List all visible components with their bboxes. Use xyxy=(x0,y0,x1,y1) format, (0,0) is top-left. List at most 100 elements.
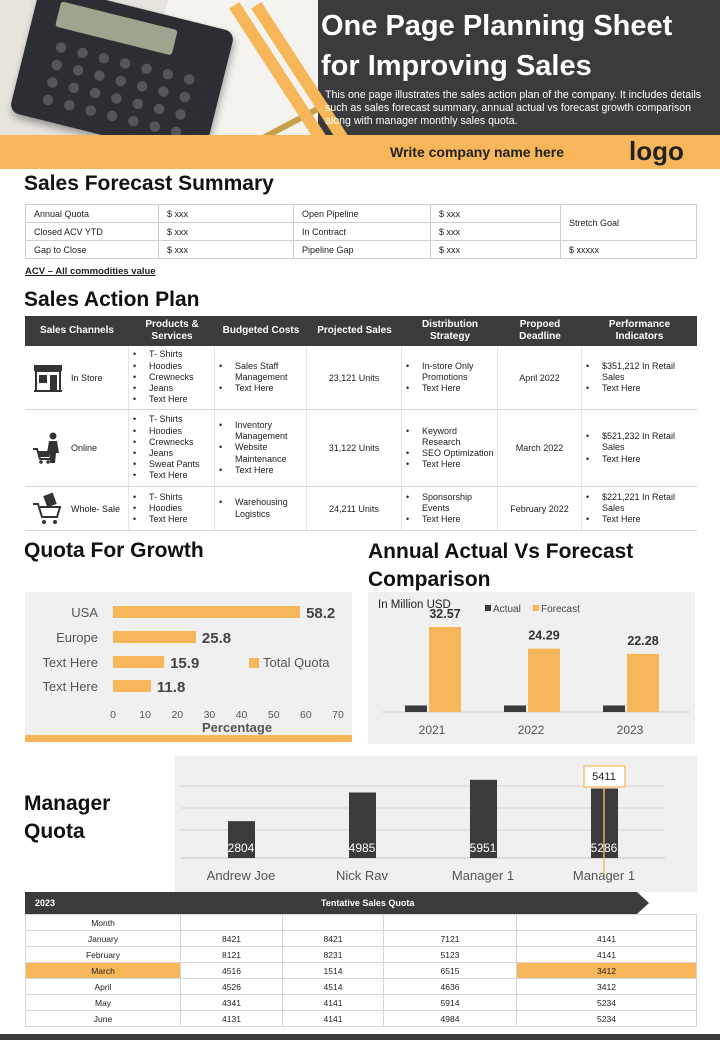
legend-label: Forecast xyxy=(541,604,580,615)
month-cell: June xyxy=(25,1010,181,1027)
footer-bar xyxy=(0,1034,720,1040)
list-item: $351,212 In Retail Sales xyxy=(582,361,697,383)
column-header: Performance Indicators xyxy=(608,319,671,342)
bullet-list: $221,221 In Retail SalesText Here xyxy=(582,492,697,526)
header: One Page Planning Sheet for Improving Sa… xyxy=(0,0,720,135)
legend-swatch xyxy=(485,605,491,611)
list-item: Crewnecks xyxy=(129,372,194,383)
column-header: Propoed Deadline xyxy=(519,319,561,342)
x-tick-label: Andrew Joe xyxy=(207,868,276,883)
table-cell: Gap to Close xyxy=(25,240,159,259)
month-cell: May xyxy=(25,994,181,1011)
products-cell: T- ShirtsHoodiesText Here xyxy=(129,487,215,530)
x-tick-label: Manager 1 xyxy=(573,868,635,883)
data-label: 4985 xyxy=(349,841,376,855)
table-cell xyxy=(180,914,283,931)
forecast-table: Annual Quota $ xxx Open Pipeline $ xxx S… xyxy=(25,204,697,259)
stretch-goal-value: $ xxxxx xyxy=(560,240,697,259)
deadline: April 2022 xyxy=(498,346,582,409)
list-item: Hoodies xyxy=(129,503,188,514)
quota-cell: 4141 xyxy=(282,994,384,1011)
bar xyxy=(113,680,151,692)
table-row: Whole- Sale T- ShirtsHoodiesText Here Wa… xyxy=(25,487,697,531)
quota-cell: 4514 xyxy=(282,978,384,995)
quota-title: Quota For Growth xyxy=(24,539,204,562)
quota-cell: 4141 xyxy=(282,1010,384,1027)
costs-cell: Warehousing Logistics xyxy=(215,487,307,530)
list-item: SEO Optimization xyxy=(402,448,497,459)
chart-title: In Million USD xyxy=(378,599,451,611)
table-row: June 4131 4141 4984 5234 xyxy=(25,1010,697,1027)
list-item: Keyword Research xyxy=(402,426,497,448)
list-item: T- Shirts xyxy=(129,414,200,425)
month-cell: February xyxy=(25,946,181,963)
quota-grid: Month January 8421 8421 7121 4141 February 812… xyxy=(25,914,697,1027)
month-cell: March xyxy=(25,962,181,979)
channel-cell: Online xyxy=(25,410,129,486)
x-tick-label: 2022 xyxy=(518,723,545,737)
list-item: Text Here xyxy=(402,514,497,525)
table-row: May 4341 4141 5914 5234 xyxy=(25,994,697,1011)
list-item: Text Here xyxy=(129,514,188,525)
company-name: Write company name here xyxy=(390,144,565,160)
table-header: 2023 Tentative Sales Quota xyxy=(25,892,697,914)
table-header: Sales Channels Products & Services Budge… xyxy=(25,316,697,346)
quota-cell: 4141 xyxy=(516,930,697,947)
quota-chart: USA 58.2 Europe 25.8 Text Here 15.9 Text Here 1… xyxy=(25,592,352,735)
list-item: Text Here xyxy=(129,470,200,481)
quota-cell: 6515 xyxy=(383,962,517,979)
list-item: Text Here xyxy=(402,383,497,394)
bar xyxy=(228,821,255,858)
quota-cell: 4516 xyxy=(180,962,283,979)
list-item: Sales Staff Management xyxy=(215,361,306,383)
legend-swatch xyxy=(249,658,259,668)
legend-label: Actual xyxy=(493,604,521,615)
bullet-list: Keyword ResearchSEO OptimizationText Her… xyxy=(402,426,497,471)
table-row: Month xyxy=(25,914,697,931)
channel-name: In Store xyxy=(71,372,103,383)
column-header: Budgeted Costs xyxy=(222,325,300,336)
annual-title: Annual Actual Vs Forecast Comparison xyxy=(368,540,634,591)
list-item: Text Here xyxy=(129,394,194,405)
quota-cell: 4131 xyxy=(180,1010,283,1027)
list-item: Website Maintenance xyxy=(215,442,306,464)
table-cell xyxy=(516,914,697,931)
table-cell: $ xxx xyxy=(430,240,561,259)
stretch-goal-label: Stretch Goal xyxy=(560,204,697,241)
wholesale-cart-icon xyxy=(33,492,62,524)
callout-box xyxy=(583,765,626,788)
table-row: February 8121 8231 5123 4141 xyxy=(25,946,697,963)
quota-cell: 5234 xyxy=(516,1010,697,1027)
quota-cell: 8421 xyxy=(180,930,283,947)
quota-cell: 7121 xyxy=(383,930,517,947)
bullet-list: Inventory ManagementWebsite MaintenanceT… xyxy=(215,420,306,476)
list-item: Crewnecks xyxy=(129,437,200,448)
annual-chart-svg: In Million USD Actual Forecast 32.57 2021 24.… xyxy=(378,599,690,737)
projected-sales: 24,211 Units xyxy=(307,487,402,530)
bullet-list: T- ShirtsHoodiesCrewnecksJeansSweat Pant… xyxy=(129,414,200,481)
manager-chart-svg: 2804 Andrew Joe 4985 Nick Rav 5951 Manager 1 5… xyxy=(181,765,665,883)
bullet-list: Sponsorship EventsText Here xyxy=(402,492,497,526)
list-item: Text Here xyxy=(582,514,697,525)
quota-chart-svg: USA 58.2 Europe 25.8 Text Here 15.9 Text Here 1… xyxy=(42,605,344,735)
bar xyxy=(113,656,165,668)
manager-title: Manager Quota xyxy=(24,792,111,843)
table-cell: Closed ACV YTD xyxy=(25,222,159,241)
accent-bar xyxy=(25,735,352,742)
action-plan-table: Sales Channels Products & Services Budge… xyxy=(25,316,697,531)
list-item: Sponsorship Events xyxy=(402,492,497,514)
month-cell: April xyxy=(25,978,181,995)
quota-cell: 5123 xyxy=(383,946,517,963)
page-description: This one page illustrates the sales acti… xyxy=(325,89,702,127)
table-cell: $ xxx xyxy=(430,222,561,241)
table-cell: $ xxx xyxy=(158,204,294,223)
online-shopper-icon xyxy=(33,432,59,464)
bar-actual xyxy=(504,705,526,712)
bullet-list: $521,232 In Retail SalesText Here xyxy=(582,431,697,465)
indicators-cell: $521,232 In Retail SalesText Here xyxy=(582,410,697,486)
bar xyxy=(349,792,376,858)
data-label: 24.29 xyxy=(528,629,559,643)
indicators-cell: $351,212 In Retail SalesText Here xyxy=(582,346,697,409)
list-item: Hoodies xyxy=(129,426,200,437)
x-tick-label: 60 xyxy=(300,709,312,721)
